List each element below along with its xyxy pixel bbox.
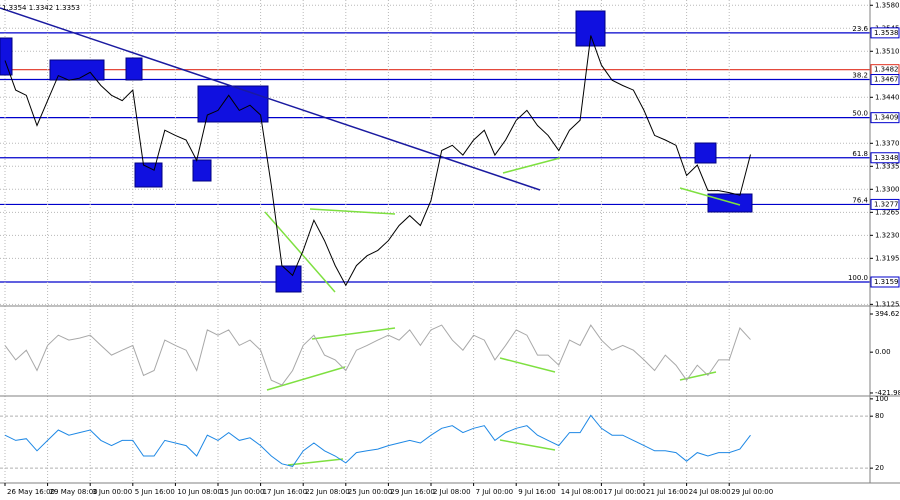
zone-box bbox=[125, 57, 143, 81]
fib-label: 76.4 bbox=[852, 196, 868, 204]
x-tick-label: 3 Jun 00:00 bbox=[92, 488, 132, 496]
y-tick-label: 1.3510 bbox=[875, 47, 900, 55]
y-tick-label: 20 bbox=[875, 464, 884, 472]
price-box-label: 1.3538 bbox=[874, 29, 899, 37]
price-box-label: 1.3159 bbox=[874, 278, 899, 286]
y-tick-label: 394.6289 bbox=[875, 310, 900, 318]
x-tick-label: 2 Jul 08:00 bbox=[433, 488, 471, 496]
price-box bbox=[870, 198, 900, 210]
price-box bbox=[870, 152, 900, 164]
x-tick-label: 26 May 16:00 bbox=[7, 488, 55, 496]
x-tick-label: 22 Jun 08:00 bbox=[305, 488, 349, 496]
y-tick-label: 1.3195 bbox=[875, 254, 900, 262]
grid-layer bbox=[0, 0, 870, 483]
x-tick-label: 5 Jun 16:00 bbox=[135, 488, 175, 496]
marks-layer bbox=[4, 35, 751, 467]
divergence-line bbox=[502, 157, 561, 174]
fib-label: 61.8 bbox=[852, 150, 868, 158]
x-tick-label: 17 Jul 00:00 bbox=[603, 488, 645, 496]
divergence-line bbox=[311, 327, 396, 340]
trend-line bbox=[0, 7, 541, 191]
fib-label: 23.6 bbox=[852, 25, 868, 33]
y-tick-label: 1.3580 bbox=[875, 1, 900, 9]
y-tick-label: 1.3265 bbox=[875, 208, 900, 216]
y-tick-label: 100 bbox=[875, 395, 888, 403]
price-box bbox=[870, 27, 900, 39]
y-tick-label: 1.3230 bbox=[875, 231, 900, 239]
price-box-label: 1.3277 bbox=[874, 200, 899, 208]
x-tick-label: 29 Jun 16:00 bbox=[390, 488, 434, 496]
fib-label: 38.2 bbox=[852, 72, 868, 80]
zone-box bbox=[0, 37, 13, 76]
zone-box bbox=[694, 142, 717, 164]
x-tick-label: 9 Jul 16:00 bbox=[518, 488, 556, 496]
annotations bbox=[0, 7, 753, 466]
x-tick-label: 21 Jul 16:00 bbox=[646, 488, 688, 496]
zone-box bbox=[49, 59, 105, 81]
x-tick-label: 7 Jul 00:00 bbox=[476, 488, 514, 496]
price-box-label: 1.3409 bbox=[874, 114, 899, 122]
divergence-line bbox=[499, 357, 556, 373]
x-tick-label: 24 Jul 08:00 bbox=[689, 488, 731, 496]
price-line bbox=[4, 324, 751, 386]
price-box bbox=[870, 276, 900, 288]
price-box bbox=[870, 74, 900, 86]
zone-box bbox=[275, 265, 302, 293]
fib-label: 50.0 bbox=[852, 110, 868, 118]
y-tick-label: 0.00 bbox=[875, 348, 891, 356]
zone-box bbox=[197, 85, 269, 123]
price-box-label: 1.3467 bbox=[874, 76, 899, 84]
divergence-line bbox=[309, 208, 396, 215]
zone-box bbox=[134, 162, 163, 188]
zone-box bbox=[192, 159, 212, 182]
price-box bbox=[870, 112, 900, 124]
y-tick-label: 80 bbox=[875, 412, 884, 420]
x-tick-label: 25 Jun 00:00 bbox=[348, 488, 392, 496]
price-line bbox=[4, 35, 751, 287]
zone-box bbox=[707, 193, 753, 213]
x-tick-label: 29 May 08:00 bbox=[50, 488, 98, 496]
y-tick-label: 1.3370 bbox=[875, 139, 900, 147]
x-tick-label: 14 Jul 08:00 bbox=[561, 488, 603, 496]
divergence-line bbox=[499, 439, 556, 451]
price-box-label: 1.3348 bbox=[874, 154, 899, 162]
y-tick-label: 1.3440 bbox=[875, 93, 900, 101]
y-tick-label: 1.3300 bbox=[875, 185, 900, 193]
divergence-line bbox=[266, 366, 346, 391]
quote-text: 1.3354 1.3342 1.3353 bbox=[2, 4, 80, 12]
x-tick-label: 15 Jun 00:00 bbox=[220, 488, 264, 496]
divergence-line bbox=[679, 187, 741, 206]
fib-label: 100.0 bbox=[848, 274, 868, 282]
price-line bbox=[4, 414, 751, 467]
x-tick-label: 17 Jun 16:00 bbox=[263, 488, 307, 496]
x-tick-label: 10 Jun 08:00 bbox=[177, 488, 221, 496]
x-tick-label: 29 Jul 00:00 bbox=[731, 488, 773, 496]
y-tick-label: 1.3125 bbox=[875, 300, 900, 308]
divergence-line bbox=[287, 458, 344, 466]
y-tick-label: 1.3335 bbox=[875, 162, 900, 170]
y-tick-label: -421.987 bbox=[875, 389, 900, 397]
price-box-label: 1.3482 bbox=[874, 66, 899, 74]
